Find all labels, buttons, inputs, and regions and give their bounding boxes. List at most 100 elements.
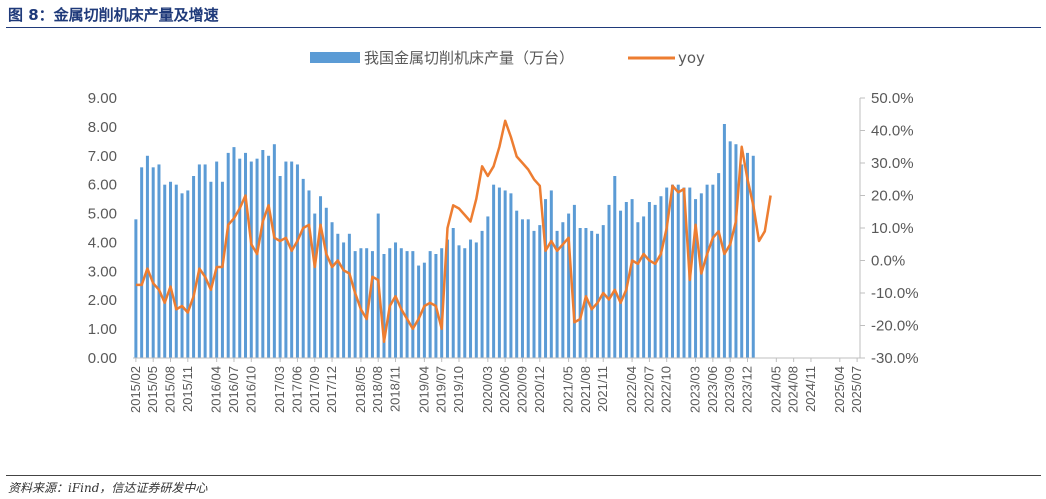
figure-title: 图 8：金属切削机床产量及增速 xyxy=(8,6,219,24)
yoy-line xyxy=(135,119,772,344)
bar xyxy=(682,187,686,358)
x-tick-label: 2019/07 xyxy=(434,366,449,413)
bar xyxy=(307,190,311,358)
bar xyxy=(601,225,605,358)
bar xyxy=(567,213,571,358)
left-tick-label: 1.00 xyxy=(88,321,117,338)
bar xyxy=(624,202,628,358)
bar xyxy=(278,176,282,358)
bar xyxy=(607,204,611,358)
left-tick-label: 0.00 xyxy=(88,350,117,367)
bar xyxy=(515,210,519,358)
x-tick-label: 2023/06 xyxy=(705,366,720,413)
bar xyxy=(740,164,744,358)
bar xyxy=(440,248,444,358)
bar xyxy=(267,155,271,358)
bar xyxy=(290,161,294,358)
x-tick-label: 2021/11 xyxy=(595,366,610,412)
x-tick-label: 2023/03 xyxy=(688,366,703,413)
x-tick-label: 2025/04 xyxy=(832,366,847,413)
bar xyxy=(480,230,484,358)
bar xyxy=(203,164,207,358)
bar xyxy=(613,176,617,358)
bar xyxy=(249,161,253,358)
bar xyxy=(422,262,426,358)
bar xyxy=(342,242,346,358)
x-tick-label: 2025/07 xyxy=(849,366,864,413)
left-tick-label: 2.00 xyxy=(88,292,117,309)
x-tick-label: 2017/03 xyxy=(272,366,287,413)
bar xyxy=(751,155,755,358)
bar xyxy=(365,248,369,358)
x-tick-label: 2015/05 xyxy=(145,366,160,413)
bar xyxy=(295,164,299,358)
bar xyxy=(163,184,167,358)
bar xyxy=(503,190,507,358)
bar xyxy=(711,184,715,358)
bar xyxy=(180,193,184,358)
legend-bar-label: 我国金属切削机床产量（万台） xyxy=(364,49,574,67)
bar xyxy=(382,254,386,358)
bar xyxy=(445,239,449,358)
x-tick-label: 2023/09 xyxy=(722,366,737,413)
left-tick-label: 5.00 xyxy=(88,206,117,223)
right-tick-label: 0.0% xyxy=(871,253,905,270)
bar xyxy=(388,248,392,358)
bar xyxy=(578,228,582,358)
bar xyxy=(653,204,657,358)
bar xyxy=(469,239,473,358)
legend-bar-swatch xyxy=(310,52,360,63)
x-tick-label: 2016/07 xyxy=(226,366,241,413)
bar xyxy=(538,225,542,358)
bar xyxy=(428,251,432,358)
bar xyxy=(284,161,288,358)
line-series xyxy=(135,119,772,344)
x-tick-label: 2020/09 xyxy=(514,366,529,413)
bar xyxy=(474,242,478,358)
bar xyxy=(197,164,201,358)
bar xyxy=(699,193,703,358)
x-tick-label: 2018/08 xyxy=(370,366,385,413)
bar xyxy=(359,248,363,358)
bar xyxy=(492,184,496,358)
left-tick-label: 9.00 xyxy=(88,90,117,107)
bar xyxy=(647,202,651,358)
bar xyxy=(313,213,317,358)
bar xyxy=(399,248,403,358)
left-tick-label: 3.00 xyxy=(88,263,117,280)
bar xyxy=(555,230,559,358)
bar xyxy=(676,184,680,358)
x-tick-label: 2020/03 xyxy=(480,366,495,413)
bar xyxy=(745,152,749,358)
left-tick-label: 8.00 xyxy=(88,119,117,136)
bar xyxy=(561,222,565,358)
bar xyxy=(319,196,323,358)
bar xyxy=(717,173,721,358)
bar xyxy=(584,228,588,358)
title-divider xyxy=(6,27,1041,28)
bar xyxy=(659,196,663,358)
bar xyxy=(411,251,415,358)
bar xyxy=(722,124,726,358)
right-tick-label: 40.0% xyxy=(871,123,914,140)
bar xyxy=(486,216,490,358)
bar xyxy=(232,147,236,358)
right-tick-label: 10.0% xyxy=(871,220,914,237)
left-tick-label: 7.00 xyxy=(88,148,117,165)
bar xyxy=(728,141,732,358)
left-tick-label: 4.00 xyxy=(88,234,117,251)
bar xyxy=(544,199,548,358)
x-tick-label: 2018/11 xyxy=(388,366,403,412)
bar-series xyxy=(134,124,755,358)
bar xyxy=(670,184,674,358)
x-axis: 2015/02 2015/05 2015/08 2015/11 2016/04 2016/… xyxy=(128,357,864,413)
bar xyxy=(220,181,224,358)
bar xyxy=(140,167,144,358)
right-tick-label: 30.0% xyxy=(871,155,914,172)
footer-divider xyxy=(6,475,1041,476)
bar xyxy=(665,187,669,358)
bar xyxy=(336,233,340,358)
bar xyxy=(169,181,173,358)
x-tick-label: 2016/04 xyxy=(209,366,224,413)
bar xyxy=(526,219,530,358)
